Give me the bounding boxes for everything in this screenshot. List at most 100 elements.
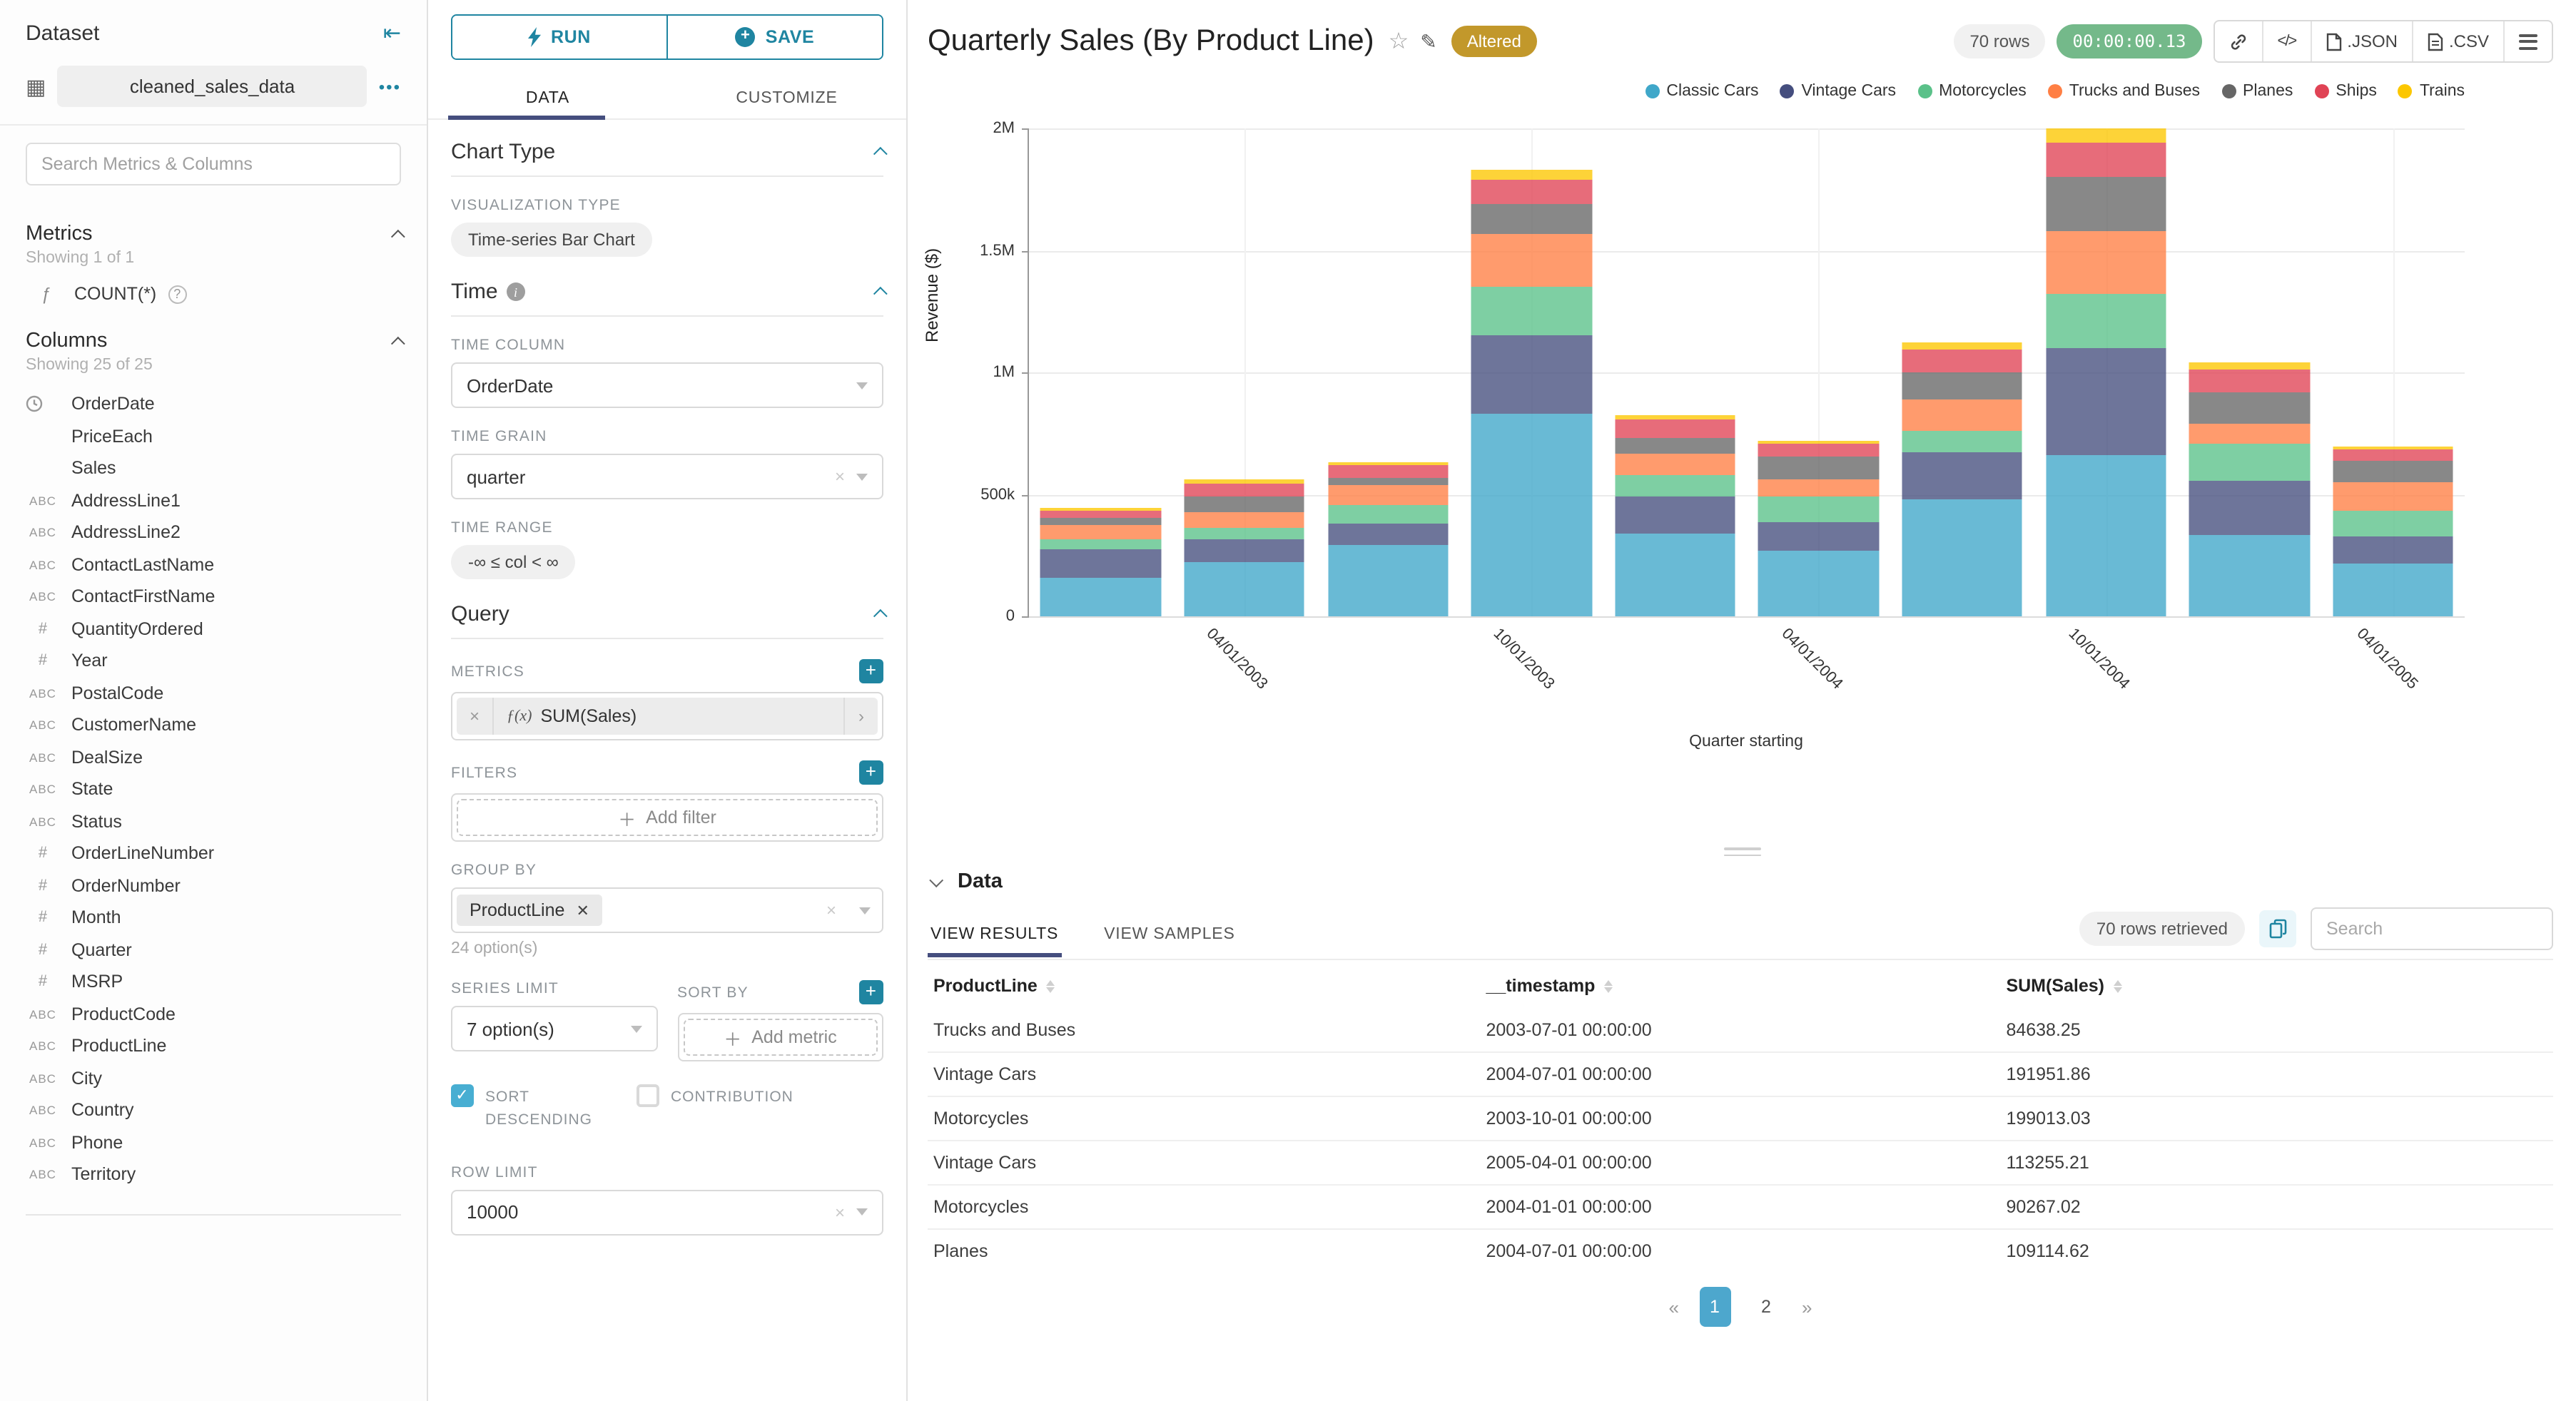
bar-segment-trains[interactable] [1902, 342, 2023, 350]
bar-segment-trucks-and-buses[interactable] [2189, 423, 2310, 444]
column-item-quarter[interactable]: # Quarter [26, 934, 401, 966]
panel-resize-handle[interactable] [1723, 847, 1760, 856]
legend-item-vintage-cars[interactable]: Vintage Cars [1780, 83, 1896, 100]
bar-segment-planes[interactable] [1040, 517, 1162, 525]
bar-segment-planes[interactable] [2045, 177, 2166, 231]
bar-segment-planes[interactable] [1471, 204, 1592, 234]
bar-segment-planes[interactable] [1614, 438, 1735, 454]
group-by-select[interactable]: ProductLine ✕ × [451, 887, 883, 933]
columns-collapse-icon[interactable] [390, 335, 405, 350]
bar-segment-trains[interactable] [2189, 362, 2310, 370]
bar-segment-vintage-cars[interactable] [1614, 496, 1735, 534]
bar-segment-trains[interactable] [1184, 479, 1305, 484]
pagination-next[interactable]: » [1802, 1296, 1812, 1318]
clear-icon[interactable]: × [834, 1202, 845, 1222]
bar-2003-01-01[interactable] [1040, 508, 1162, 616]
bar-segment-vintage-cars[interactable] [2189, 480, 2310, 535]
column-item-sales[interactable]: Sales [26, 452, 401, 484]
data-search-input[interactable] [2326, 919, 2537, 939]
bar-segment-classic-cars[interactable] [1902, 499, 2023, 616]
edit-title-icon[interactable]: ✎ [1420, 29, 1437, 52]
save-button[interactable]: + SAVE [666, 16, 882, 58]
bar-segment-planes[interactable] [1902, 372, 2023, 399]
row-limit-select[interactable]: 10000 × [451, 1189, 883, 1235]
bar-segment-motorcycles[interactable] [1184, 528, 1305, 540]
column-item-quantityordered[interactable]: # QuantityOrdered [26, 613, 401, 645]
column-header-sum-sales-[interactable]: SUM(Sales) [2000, 960, 2553, 1009]
bar-segment-ships[interactable] [1614, 419, 1735, 439]
bar-segment-trucks-and-buses[interactable] [1040, 524, 1162, 540]
bar-segment-motorcycles[interactable] [2189, 444, 2310, 481]
bar-segment-classic-cars[interactable] [1614, 533, 1735, 616]
column-item-priceeach[interactable]: PriceEach [26, 420, 401, 452]
section-collapse-icon[interactable] [873, 286, 888, 301]
bar-2004-10-01[interactable] [2045, 128, 2166, 616]
column-item-phone[interactable]: ABC Phone [26, 1126, 401, 1158]
bar-2003-04-01[interactable] [1184, 479, 1305, 616]
bar-segment-classic-cars[interactable] [2045, 455, 2166, 616]
viz-type-value[interactable]: Time-series Bar Chart [451, 223, 652, 257]
bar-segment-motorcycles[interactable] [1040, 539, 1162, 549]
bar-segment-motorcycles[interactable] [1327, 505, 1449, 524]
tab-view-results[interactable]: VIEW RESULTS [928, 911, 1061, 957]
bar-2004-07-01[interactable] [1902, 342, 2023, 616]
bar-2005-01-01[interactable] [2189, 362, 2310, 616]
bar-segment-ships[interactable] [1471, 180, 1592, 205]
menu-button[interactable] [2503, 21, 2552, 61]
legend-item-planes[interactable]: Planes [2221, 83, 2293, 100]
column-item-orderlinenumber[interactable]: # OrderLineNumber [26, 837, 401, 870]
add-filter-dashed-button[interactable]: ＋ Add filter [457, 799, 878, 836]
bar-segment-trucks-and-buses[interactable] [1902, 399, 2023, 431]
bar-segment-vintage-cars[interactable] [1184, 539, 1305, 562]
add-filter-button[interactable]: + [859, 760, 883, 785]
add-metric-button[interactable]: + [859, 659, 883, 683]
column-item-territory[interactable]: ABC Territory [26, 1158, 401, 1191]
bar-segment-trains[interactable] [2045, 128, 2166, 143]
legend-item-classic-cars[interactable]: Classic Cars [1645, 83, 1759, 100]
bar-segment-trucks-and-buses[interactable] [1471, 233, 1592, 287]
column-item-country[interactable]: ABC Country [26, 1094, 401, 1126]
legend-item-ships[interactable]: Ships [2314, 83, 2377, 100]
copy-link-button[interactable] [2214, 21, 2261, 61]
bar-segment-classic-cars[interactable] [1184, 561, 1305, 616]
bar-segment-ships[interactable] [1040, 511, 1162, 518]
bar-segment-trucks-and-buses[interactable] [2045, 230, 2166, 295]
bar-segment-motorcycles[interactable] [1758, 496, 1880, 523]
data-search[interactable] [2311, 907, 2553, 950]
sidebar-search[interactable] [26, 143, 401, 185]
bar-segment-ships[interactable] [2045, 143, 2166, 178]
bar-segment-ships[interactable] [1758, 444, 1880, 457]
bar-segment-trains[interactable] [1040, 508, 1162, 511]
sort-icon[interactable] [1603, 980, 1613, 994]
bar-segment-vintage-cars[interactable] [1902, 452, 2023, 499]
embed-code-button[interactable]: </> [2261, 21, 2310, 61]
sort-icon[interactable] [1045, 980, 1055, 994]
column-item-customername[interactable]: ABC CustomerName [26, 709, 401, 741]
sort-descending-checkbox[interactable]: ✓ SORT DESCENDING [451, 1084, 637, 1132]
bar-segment-trucks-and-buses[interactable] [1184, 511, 1305, 529]
column-item-productcode[interactable]: ABC ProductCode [26, 998, 401, 1030]
bar-segment-planes[interactable] [2189, 392, 2310, 424]
sidebar-search-input[interactable] [41, 154, 385, 174]
column-item-month[interactable]: # Month [26, 902, 401, 934]
bar-segment-motorcycles[interactable] [1614, 474, 1735, 497]
bar-segment-trains[interactable] [1327, 462, 1449, 466]
remove-chip-icon[interactable]: ✕ [576, 902, 589, 919]
series-limit-select[interactable]: 7 option(s) [451, 1006, 657, 1051]
contribution-checkbox[interactable]: CONTRIBUTION [637, 1084, 883, 1132]
column-item-contactlastname[interactable]: ABC ContactLastName [26, 549, 401, 581]
bar-segment-classic-cars[interactable] [2332, 564, 2453, 616]
bar-segment-trains[interactable] [1614, 414, 1735, 420]
bar-2003-07-01[interactable] [1327, 462, 1449, 616]
bar-2003-10-01[interactable] [1471, 170, 1592, 616]
metrics-collapse-icon[interactable] [390, 228, 405, 243]
expand-metric-icon[interactable]: › [843, 698, 878, 735]
bar-segment-planes[interactable] [1327, 477, 1449, 485]
bar-segment-classic-cars[interactable] [1758, 550, 1880, 616]
legend-item-trains[interactable]: Trains [2398, 83, 2465, 100]
column-item-city[interactable]: ABC City [26, 1062, 401, 1094]
column-item-addressline1[interactable]: ABC AddressLine1 [26, 484, 401, 516]
bar-segment-trains[interactable] [2332, 447, 2453, 449]
column-item-year[interactable]: # Year [26, 645, 401, 677]
bar-segment-vintage-cars[interactable] [1040, 549, 1162, 578]
